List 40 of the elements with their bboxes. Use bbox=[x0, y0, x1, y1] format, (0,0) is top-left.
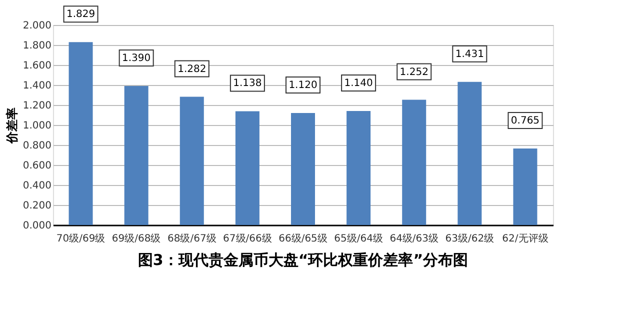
y-tick-label: 0.000 bbox=[22, 220, 52, 232]
bar bbox=[68, 42, 93, 225]
data-label: 1.431 bbox=[455, 48, 484, 60]
y-axis-title: 价差率 bbox=[4, 108, 19, 144]
data-label: 1.282 bbox=[178, 64, 206, 75]
bar bbox=[458, 82, 482, 225]
x-tick-label: 63级/62级 bbox=[445, 232, 494, 244]
bar bbox=[180, 96, 204, 225]
x-tick-label: 67级/66级 bbox=[223, 232, 272, 244]
y-tick-label: 0.200 bbox=[22, 200, 52, 212]
y-tick-label: 1.400 bbox=[22, 80, 52, 92]
y-tick-label: 2.000 bbox=[22, 20, 52, 32]
y-tick-label: 1.200 bbox=[22, 100, 52, 112]
data-label: 1.829 bbox=[66, 9, 96, 20]
x-tick-label: 68级/67级 bbox=[167, 232, 216, 244]
bar bbox=[124, 86, 148, 225]
data-label: 1.390 bbox=[122, 53, 151, 64]
data-label: 1.120 bbox=[288, 80, 318, 91]
bar bbox=[235, 111, 260, 225]
x-tick-label: 62/无评级 bbox=[502, 232, 548, 244]
y-tick-label: 0.600 bbox=[22, 160, 52, 172]
bar bbox=[346, 111, 371, 225]
bar bbox=[402, 100, 426, 225]
x-tick-label: 65级/64级 bbox=[334, 232, 383, 244]
x-tick-label: 64级/63级 bbox=[390, 232, 439, 244]
x-tick-label: 69级/68级 bbox=[112, 232, 161, 244]
data-label: 1.252 bbox=[400, 66, 428, 78]
y-tick-label: 0.400 bbox=[22, 180, 52, 192]
y-tick-label: 0.800 bbox=[22, 140, 52, 152]
text: 图3：现代贵金属币大盘“环比权重价差率”分布图 bbox=[138, 251, 468, 269]
data-label: 1.138 bbox=[233, 78, 262, 90]
bar bbox=[291, 113, 315, 225]
y-tick-label: 1.600 bbox=[22, 60, 52, 72]
data-label: 1.140 bbox=[344, 78, 373, 89]
data-label: 0.765 bbox=[510, 116, 540, 126]
bar bbox=[513, 148, 538, 225]
x-tick-label: 70级/69级 bbox=[56, 232, 106, 244]
x-tick-label: 66级/65级 bbox=[278, 232, 328, 244]
y-tick-label: 1.000 bbox=[22, 120, 52, 132]
y-tick-label: 1.800 bbox=[22, 40, 52, 52]
